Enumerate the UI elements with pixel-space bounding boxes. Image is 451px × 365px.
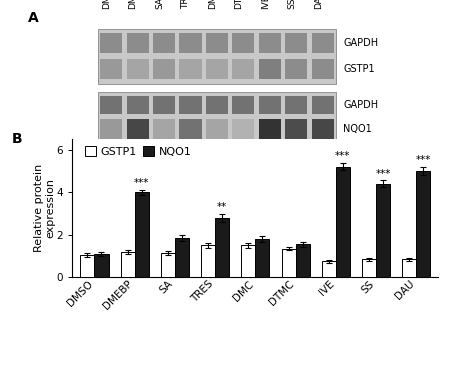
- Bar: [201, 245, 215, 277]
- Bar: [415, 171, 429, 277]
- Bar: [241, 245, 255, 277]
- Text: GSTP1: GSTP1: [342, 64, 374, 74]
- Bar: [361, 259, 375, 277]
- Text: DMSO: DMSO: [102, 0, 111, 8]
- Bar: [285, 119, 307, 139]
- Bar: [205, 33, 228, 53]
- Bar: [126, 96, 148, 114]
- Bar: [335, 166, 349, 277]
- Bar: [258, 96, 281, 114]
- Bar: [285, 59, 307, 79]
- Bar: [258, 33, 281, 53]
- Bar: [126, 119, 148, 139]
- Text: DTMC: DTMC: [234, 0, 243, 8]
- Text: DMC: DMC: [207, 0, 216, 8]
- Bar: [100, 33, 122, 53]
- Bar: [179, 119, 201, 139]
- Bar: [100, 59, 122, 79]
- Bar: [120, 252, 134, 277]
- Bar: [205, 119, 228, 139]
- Bar: [401, 259, 415, 277]
- Bar: [152, 33, 175, 53]
- Bar: [285, 33, 307, 53]
- Text: IVE: IVE: [260, 0, 269, 8]
- Text: SS: SS: [287, 0, 295, 8]
- Bar: [311, 96, 333, 114]
- Bar: [100, 119, 122, 139]
- Bar: [311, 33, 333, 53]
- Bar: [232, 119, 254, 139]
- Bar: [295, 245, 309, 277]
- Bar: [285, 96, 307, 114]
- Text: A: A: [28, 11, 39, 25]
- Text: GAPDH: GAPDH: [342, 38, 377, 48]
- Bar: [126, 59, 148, 79]
- Text: DAU: DAU: [313, 0, 322, 8]
- Bar: [152, 59, 175, 79]
- Bar: [232, 96, 254, 114]
- Bar: [232, 59, 254, 79]
- Bar: [179, 59, 201, 79]
- Bar: [152, 96, 175, 114]
- Bar: [321, 261, 335, 277]
- Bar: [215, 218, 229, 277]
- Bar: [205, 96, 228, 114]
- Text: ***: ***: [134, 178, 149, 188]
- Text: GAPDH: GAPDH: [342, 100, 377, 110]
- Text: NQO1: NQO1: [342, 124, 371, 134]
- Bar: [126, 33, 148, 53]
- Bar: [205, 59, 228, 79]
- Text: SA: SA: [155, 0, 164, 8]
- Bar: [98, 92, 335, 143]
- Bar: [134, 192, 148, 277]
- Text: TRES: TRES: [181, 0, 190, 8]
- Bar: [375, 184, 389, 277]
- Bar: [255, 239, 269, 277]
- Bar: [258, 59, 281, 79]
- Bar: [161, 253, 175, 277]
- Bar: [175, 238, 189, 277]
- Bar: [179, 96, 201, 114]
- Bar: [179, 33, 201, 53]
- Bar: [258, 119, 281, 139]
- Text: B: B: [12, 132, 23, 146]
- Bar: [152, 119, 175, 139]
- Bar: [311, 119, 333, 139]
- Bar: [281, 249, 295, 277]
- Text: DMEBP: DMEBP: [129, 0, 137, 8]
- Text: ***: ***: [375, 169, 390, 179]
- Text: ***: ***: [335, 151, 350, 161]
- Bar: [94, 254, 108, 277]
- Text: ***: ***: [415, 155, 430, 165]
- Bar: [80, 255, 94, 277]
- Bar: [232, 33, 254, 53]
- Bar: [311, 59, 333, 79]
- Text: **: **: [216, 202, 227, 212]
- Legend: GSTP1, NQO1: GSTP1, NQO1: [81, 143, 195, 160]
- Y-axis label: Relative protein
expression: Relative protein expression: [34, 164, 55, 252]
- Bar: [98, 29, 335, 84]
- Bar: [100, 96, 122, 114]
